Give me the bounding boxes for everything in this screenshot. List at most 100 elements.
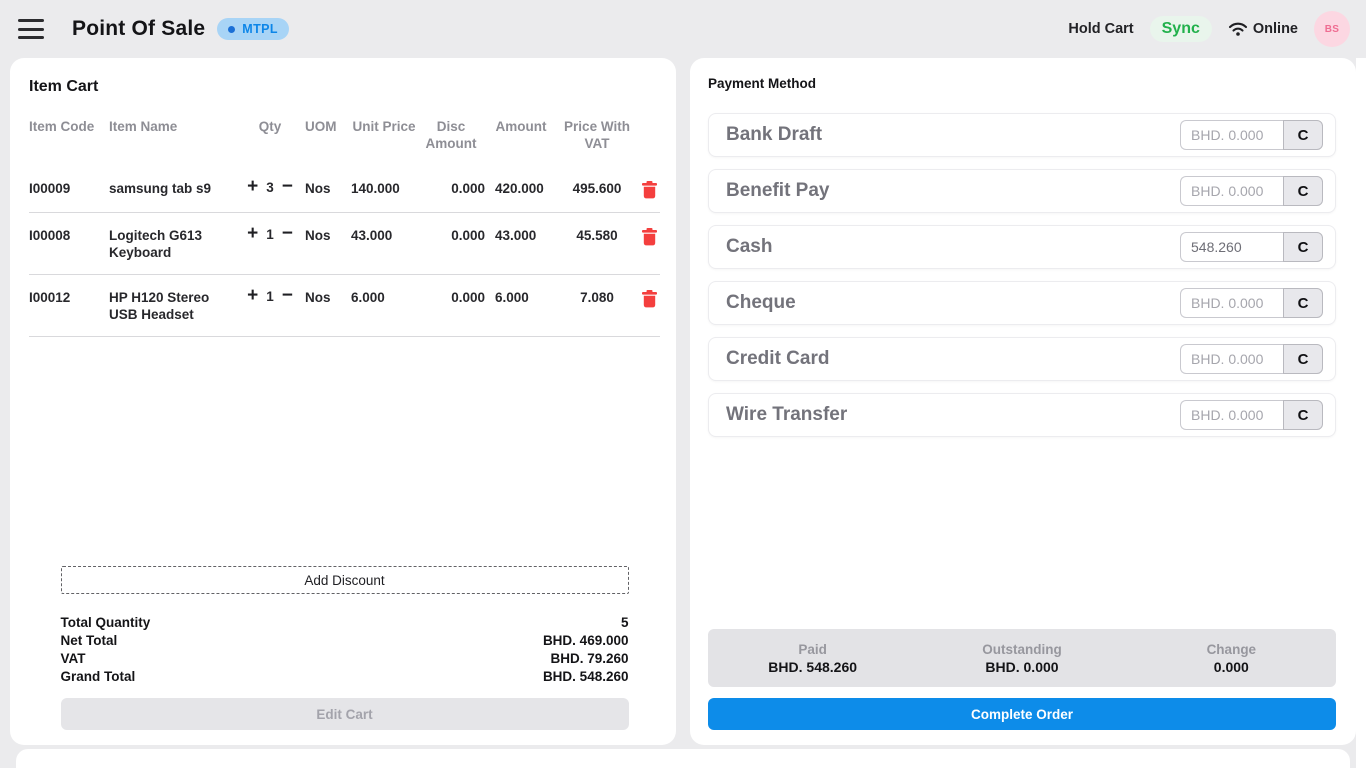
qty-increase-icon[interactable]: + <box>247 176 259 197</box>
bottom-panel <box>16 749 1350 768</box>
delete-item-icon[interactable] <box>637 289 660 308</box>
item-unit-price: 43.000 <box>351 228 393 243</box>
payment-amount-input[interactable] <box>1180 176 1283 206</box>
menu-icon[interactable] <box>18 19 44 39</box>
summary-value: BHD. 548.260 <box>768 658 858 675</box>
payment-method-name: Cheque <box>726 292 796 313</box>
main-content: Item Cart Item Code Item Name Qty UOM Un… <box>0 58 1366 745</box>
payment-method-name: Cash <box>726 236 773 257</box>
totals-value: BHD. 469.000 <box>542 633 629 648</box>
totals-label: Net Total <box>60 633 118 648</box>
summary-column: Paid BHD. 548.260 <box>708 641 917 676</box>
payment-method-row[interactable]: Benefit Pay C <box>708 169 1336 213</box>
summary-value: 0.000 <box>1213 658 1249 675</box>
payment-method-row[interactable]: Wire Transfer C <box>708 393 1336 437</box>
item-code: I00009 <box>29 181 71 196</box>
col-item-code: Item Code <box>29 119 95 134</box>
item-name: HP H120 Stereo USB Headset <box>109 290 210 322</box>
payment-amount-group: C <box>1180 232 1323 262</box>
totals-label: Grand Total <box>60 669 136 684</box>
payment-amount-input[interactable] <box>1180 344 1283 374</box>
qty-stepper: + 1 − <box>235 223 305 244</box>
summary-column: Outstanding BHD. 0.000 <box>917 641 1126 676</box>
avatar[interactable]: BS <box>1314 11 1350 47</box>
col-item-name: Item Name <box>109 119 178 134</box>
cart-item-row: I00008 Logitech G613 Keyboard + 1 − Nos … <box>29 213 660 275</box>
clear-amount-button[interactable]: C <box>1283 344 1323 374</box>
qty-decrease-icon[interactable]: − <box>281 223 293 244</box>
item-name: samsung tab s9 <box>109 181 212 196</box>
totals-row: Grand Total BHD. 548.260 <box>61 668 629 686</box>
payment-method-row[interactable]: Credit Card C <box>708 337 1336 381</box>
payment-method-row[interactable]: Cheque C <box>708 281 1336 325</box>
item-code: I00008 <box>29 228 71 243</box>
payment-amount-group: C <box>1180 288 1323 318</box>
item-amount: 420.000 <box>495 181 544 196</box>
summary-column: Change 0.000 <box>1127 641 1336 676</box>
status-dot-icon <box>228 25 236 33</box>
item-price-with-vat: 495.600 <box>572 181 622 196</box>
payment-amount-input[interactable] <box>1180 400 1283 430</box>
delete-item-icon[interactable] <box>637 180 660 199</box>
totals-row: Total Quantity 5 <box>61 614 629 632</box>
payment-amount-input[interactable] <box>1180 232 1283 262</box>
clear-amount-button[interactable]: C <box>1283 288 1323 318</box>
payment-panel: Payment Method Bank Draft C Benefit Pay … <box>690 58 1356 745</box>
wifi-icon <box>1228 21 1248 37</box>
page-title: Point Of Sale <box>72 17 206 40</box>
scrollbar-track[interactable] <box>1356 58 1366 768</box>
col-disc-amount: Disc Amount <box>425 119 477 151</box>
payment-amount-group: C <box>1180 344 1323 374</box>
payment-amount-group: C <box>1180 120 1323 150</box>
company-badge: MTPL <box>217 18 289 40</box>
payment-method-row[interactable]: Bank Draft C <box>708 113 1336 157</box>
qty-decrease-icon[interactable]: − <box>281 285 293 306</box>
item-cart-panel: Item Cart Item Code Item Name Qty UOM Un… <box>10 58 676 745</box>
payment-method-row[interactable]: Cash C <box>708 225 1336 269</box>
clear-amount-button[interactable]: C <box>1283 400 1323 430</box>
payment-method-name: Credit Card <box>726 348 830 369</box>
item-disc-amount: 0.000 <box>451 228 485 243</box>
col-unit-price: Unit Price <box>352 119 416 134</box>
clear-amount-button[interactable]: C <box>1283 120 1323 150</box>
col-uom: UOM <box>305 119 337 134</box>
item-disc-amount: 0.000 <box>451 290 485 305</box>
cart-table: Item Code Item Name Qty UOM Unit Price D… <box>29 118 660 337</box>
add-discount-button[interactable]: Add Discount <box>60 566 629 594</box>
edit-cart-button[interactable]: Edit Cart <box>60 698 629 730</box>
payment-amount-input[interactable] <box>1180 288 1283 318</box>
summary-label: Change <box>1206 641 1257 657</box>
qty-stepper: + 3 − <box>235 176 305 197</box>
item-unit-price: 140.000 <box>351 181 400 196</box>
online-label: Online <box>1252 21 1298 37</box>
totals-row: Net Total BHD. 469.000 <box>61 632 629 650</box>
payment-amount-group: C <box>1180 400 1323 430</box>
sync-label: Sync <box>1161 20 1200 37</box>
sync-button[interactable]: Sync <box>1149 16 1212 42</box>
online-status: Online <box>1228 21 1298 37</box>
hold-cart-button[interactable]: Hold Cart <box>1068 21 1134 37</box>
payment-title: Payment Method <box>708 76 817 91</box>
qty-increase-icon[interactable]: + <box>247 285 259 306</box>
col-qty: Qty <box>258 119 282 134</box>
qty-decrease-icon[interactable]: − <box>281 176 293 197</box>
item-uom: Nos <box>305 290 331 305</box>
top-bar-actions: Hold Cart Sync Online BS <box>1068 11 1350 47</box>
cart-item-row: I00012 HP H120 Stereo USB Headset + 1 − … <box>29 275 660 337</box>
qty-value: 1 <box>266 288 274 304</box>
complete-order-button[interactable]: Complete Order <box>708 698 1336 730</box>
clear-amount-button[interactable]: C <box>1283 232 1323 262</box>
totals-label: VAT <box>60 651 86 666</box>
item-cart-title: Item Cart <box>29 78 99 95</box>
summary-value: BHD. 0.000 <box>985 658 1059 675</box>
clear-amount-button[interactable]: C <box>1283 176 1323 206</box>
payment-amount-input[interactable] <box>1180 120 1283 150</box>
qty-increase-icon[interactable]: + <box>247 223 259 244</box>
qty-stepper: + 1 − <box>235 285 305 306</box>
payment-method-name: Wire Transfer <box>726 404 848 425</box>
totals-value: BHD. 548.260 <box>542 669 629 684</box>
item-price-with-vat: 7.080 <box>580 290 614 305</box>
summary-label: Paid <box>798 641 827 657</box>
totals-row: VAT BHD. 79.260 <box>61 650 629 668</box>
delete-item-icon[interactable] <box>637 227 660 246</box>
